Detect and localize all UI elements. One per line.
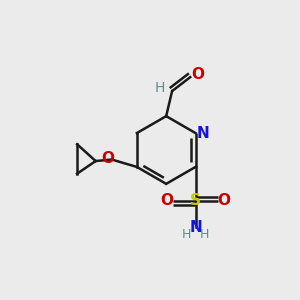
Text: N: N — [197, 126, 210, 141]
Text: H: H — [155, 81, 166, 95]
Text: O: O — [101, 151, 114, 166]
Text: H: H — [182, 228, 191, 241]
Text: N: N — [189, 220, 202, 235]
Text: H: H — [200, 228, 209, 241]
Text: O: O — [160, 193, 173, 208]
Text: O: O — [191, 68, 204, 82]
Text: S: S — [190, 193, 201, 208]
Text: O: O — [218, 193, 231, 208]
